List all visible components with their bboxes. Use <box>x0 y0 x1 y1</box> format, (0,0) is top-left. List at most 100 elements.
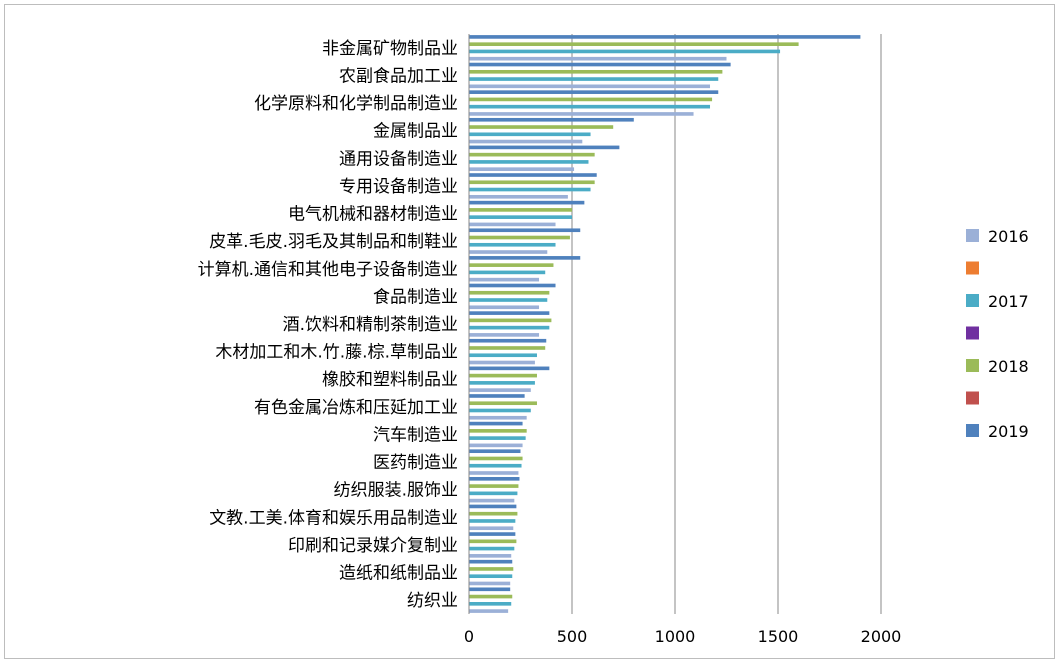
bar <box>469 353 537 358</box>
category-label: 医药制造业 <box>373 453 458 473</box>
bar <box>469 311 550 315</box>
bar <box>469 346 546 350</box>
category-label: 化学原料和化学制品制造业 <box>254 94 458 114</box>
bar <box>469 117 634 122</box>
bar <box>469 443 523 448</box>
bar <box>469 436 526 440</box>
x-tick-label: 0 <box>464 627 474 646</box>
bar <box>469 132 591 137</box>
bar <box>469 290 550 295</box>
bar <box>469 559 513 564</box>
bar <box>469 125 614 129</box>
bar <box>469 263 554 267</box>
bar <box>469 602 512 606</box>
bar <box>469 215 572 219</box>
bar <box>469 318 552 323</box>
bar <box>469 49 781 54</box>
bar <box>469 381 535 385</box>
bar <box>469 587 511 592</box>
bar <box>469 325 550 330</box>
bar <box>469 228 581 233</box>
bar <box>469 62 731 67</box>
bar <box>469 401 537 406</box>
category-label: 皮革.毛皮.羽毛及其制品和制鞋业 <box>209 232 458 252</box>
bar <box>469 539 517 544</box>
bar <box>469 84 711 89</box>
category-labels: 纺织业 造纸和纸制品业 印刷和记录媒介复制业 文教.工美.体育和娱乐用品制造业 纺织服装… <box>198 39 458 611</box>
bar <box>469 567 514 571</box>
x-tick-label: 2000 <box>861 627 902 646</box>
bar <box>469 208 572 212</box>
legend-swatch <box>966 229 979 242</box>
bar <box>469 167 575 171</box>
bar <box>469 77 719 81</box>
category-label: 金属制品业 <box>373 122 458 142</box>
category-label: 木材加工和木.竹.藤.棕.草制品业 <box>215 343 458 363</box>
category-label: 文教.工美.体育和娱乐用品制造业 <box>209 508 458 528</box>
x-tick-label: 500 <box>557 627 588 646</box>
bar <box>469 35 861 39</box>
bar <box>469 298 548 302</box>
bar <box>469 449 521 454</box>
bar <box>469 421 523 426</box>
bar <box>469 477 520 481</box>
category-label: 印刷和记录媒介复制业 <box>288 536 458 556</box>
category-label: 汽车制造业 <box>373 425 458 445</box>
legend: 2016 2017 2018 2019 <box>966 227 1029 441</box>
x-tick-label: 1000 <box>655 627 696 646</box>
category-label: 纺织业 <box>407 591 458 611</box>
bar <box>469 256 581 260</box>
bars <box>469 35 861 613</box>
bar <box>469 554 512 558</box>
bar <box>469 526 514 531</box>
bar <box>469 333 540 337</box>
bar <box>469 235 570 240</box>
bar <box>469 498 515 503</box>
category-label: 通用设备制造业 <box>339 149 458 169</box>
bar <box>469 546 515 551</box>
bar <box>469 581 511 586</box>
bar <box>469 484 519 488</box>
category-label: 酒.饮料和精制茶制造业 <box>283 315 458 335</box>
bar <box>469 305 540 310</box>
bar <box>469 609 509 613</box>
legend-label: 2017 <box>988 292 1029 311</box>
bar <box>469 429 527 433</box>
category-label: 有色金属冶炼和压延加工业 <box>254 398 458 418</box>
bar <box>469 366 550 371</box>
bar <box>469 69 723 74</box>
bar <box>469 394 525 398</box>
bar <box>469 519 516 523</box>
bar <box>469 388 531 392</box>
bar <box>469 491 518 496</box>
bar <box>469 250 548 254</box>
bar <box>469 139 583 144</box>
bar <box>469 277 540 282</box>
bar <box>469 594 513 599</box>
bar <box>469 511 518 516</box>
category-label: 专用设备制造业 <box>339 177 458 197</box>
legend-label: 2016 <box>988 227 1029 246</box>
bar <box>469 415 527 420</box>
bar <box>469 173 597 177</box>
bar <box>469 180 595 185</box>
bar <box>469 532 516 536</box>
bar <box>469 338 547 343</box>
gridlines <box>571 34 882 614</box>
bar <box>469 373 537 378</box>
bar <box>469 408 531 413</box>
legend-swatch <box>966 261 979 275</box>
legend-swatch <box>966 391 979 405</box>
bar <box>469 471 519 475</box>
category-label: 计算机.通信和其他电子设备制造业 <box>198 260 458 280</box>
bar <box>469 187 591 192</box>
legend-swatch <box>966 294 979 307</box>
bar <box>469 360 535 365</box>
bar <box>469 152 595 157</box>
category-label: 电气机械和器材制造业 <box>288 205 458 225</box>
bar <box>469 270 546 275</box>
category-label: 纺织服装.服饰业 <box>334 481 458 501</box>
bar <box>469 56 727 61</box>
bar <box>469 200 585 205</box>
